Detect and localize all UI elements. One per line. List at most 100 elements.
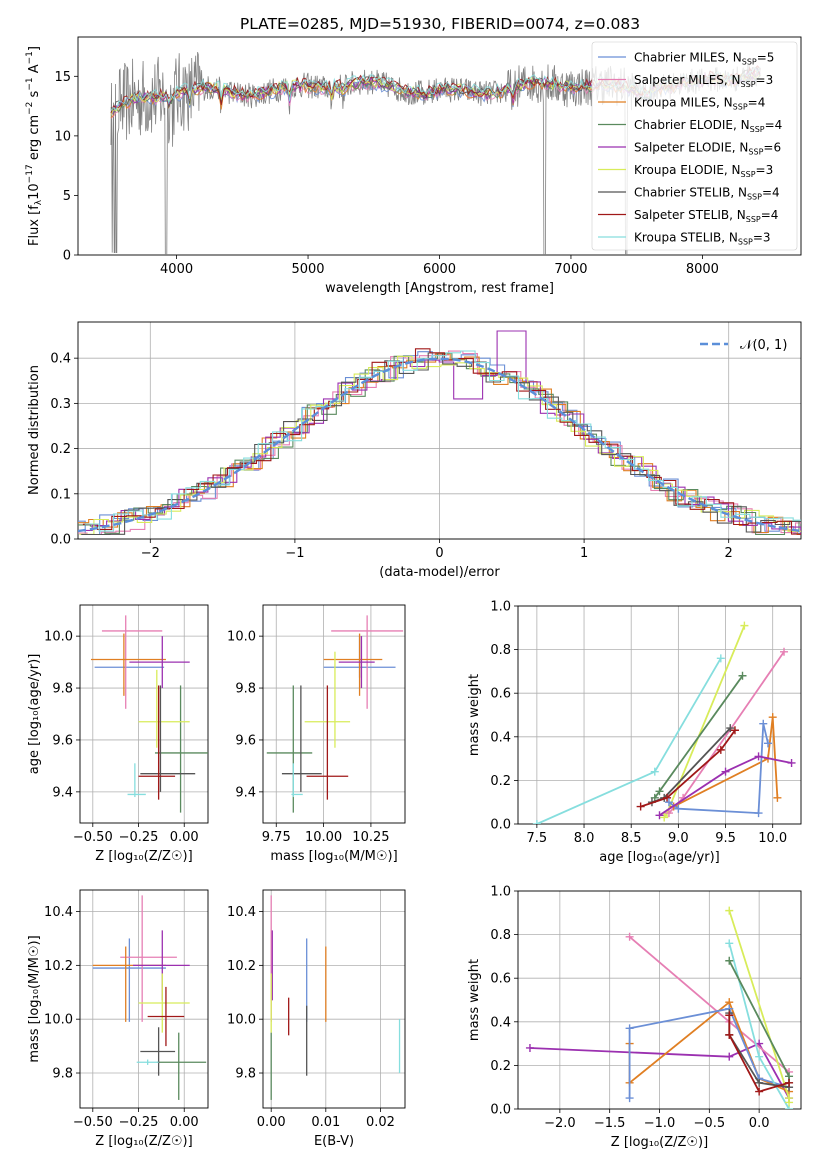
mass_vs_ebv-x-axis-label: E(B-V) [314,1134,354,1149]
weight_vs_age-x-tick-label: 10.0 [758,831,787,846]
weight-series-line [651,727,731,804]
mass_vs_Z-y-axis-label: mass [log₁₀(M/M☉)] [27,935,42,1062]
residuals-x-tick-label: 1 [580,546,588,561]
age_vs_Z-x-tick-label: 0.00 [170,830,199,845]
residual-histogram-panel: −2 −1 0 1 2 0.0 0.1 0.2 0.3 0.4 (data-model)/error… [27,321,802,580]
weight_vs_age-y-axis-label: mass weight [467,674,482,756]
age_vs_Z-y-axis-label: age [log₁₀(age/yr)] [27,654,42,775]
weight-point-marker [532,820,541,824]
weight_vs_age-y-tick-label: 1.0 [490,600,511,615]
weight-point-marker [738,671,747,680]
residuals-x-tick-label: −1 [285,546,304,561]
age_vs_mass-x-tick-label: 9.75 [262,830,291,845]
residuals-y-tick-label: 0.1 [50,487,71,502]
weight_vs_Z-x-tick-label: −1.5 [594,1116,626,1131]
legend-entry-label: Chabrier ELODIE, NSSP=4 [634,118,782,134]
spectrum-y-tick-label: 15 [54,70,71,85]
weight_vs_age-y-tick-label: 0.8 [490,643,511,658]
weight_vs_age-x-tick-label: 8.5 [621,831,642,846]
weight-point-marker [650,767,659,776]
residuals-y-tick-label: 0.0 [50,533,71,548]
mass_vs_Z-y-tick-label: 10.2 [44,959,73,974]
weight-point-marker [725,1030,734,1039]
spectrum-x-tick-label: 5000 [291,262,324,277]
residual-histogram-step [82,348,801,535]
weight-series-line [640,729,736,808]
weight-point-marker [625,1024,634,1033]
spectrum-y-axis-label: Flux [fλ10−17 erg cm−2 s−1 A−1] [25,46,44,246]
age_vs_Z-y-tick-label: 10.0 [44,630,73,645]
weight-point-marker [725,1011,734,1020]
weight_vs_age-y-tick-label: 0.2 [490,774,511,789]
weight-point-marker [725,939,734,948]
age_vs_mass-x-axis-label: mass [log₁₀(M/M☉)] [270,849,397,864]
mass_vs_Z-x-axis-label: Z [log₁₀(Z/Z☉)] [95,1134,192,1149]
weight-point-marker [625,932,634,941]
residuals-y-axis-label: Normed distribution [27,365,42,495]
weight-point-marker [780,647,789,656]
weight-point-marker [768,713,777,722]
weight-point-marker [763,739,772,748]
weight-point-marker [730,726,739,735]
legend-entry-label: Salpeter MILES, NSSP=3 [634,73,773,89]
weight_vs_Z-x-tick-label: −1.0 [644,1116,676,1131]
weight-point-marker [740,621,749,630]
weight_vs_Z-y-tick-label: 0.2 [490,1059,511,1074]
weight-point-marker [725,1052,734,1061]
residuals-y-tick-label: 0.2 [50,442,71,457]
mass_vs_Z-y-tick-label: 10.0 [44,1013,73,1028]
weight_vs_Z-x-tick-label: −0.5 [694,1116,726,1131]
plot-area [532,621,796,824]
spectrum-x-tick-label: 4000 [160,262,193,277]
weight-point-marker [663,793,672,802]
legend-entry-label: Chabrier MILES, NSSP=5 [634,51,774,67]
weight-point-marker [773,793,782,802]
weight-series-line [728,1015,790,1093]
weight-point-marker [725,906,734,915]
residuals-x-axis-label: (data-model)/error [379,565,500,580]
age_vs_mass-y-tick-label: 9.6 [235,733,256,748]
residuals-y-tick-label: 0.4 [50,352,71,367]
spectrum-y-tick-label: 5 [63,189,71,204]
age_vs_Z-y-tick-label: 9.6 [52,733,73,748]
weight_vs_age-x-tick-label: 8.0 [574,831,595,846]
weight_vs_age-y-tick-label: 0.4 [490,730,511,745]
weight-point-marker [785,1098,794,1107]
legend-entry-label: Salpeter ELODIE, NSSP=6 [634,141,781,157]
mass_vs_ebv-y-tick-label: 10.4 [227,905,256,920]
plot-area [525,906,794,1109]
mass_vs_ebv-x-tick-label: 0.00 [257,1115,286,1130]
weight-point-marker [721,767,730,776]
weight_vs_Z-y-tick-label: 0.6 [490,972,511,987]
plot-area [270,895,401,1100]
age_vs_mass-y-tick-label: 9.8 [235,682,256,697]
weight-vs-age-panel: 7.5 8.0 8.5 9.0 9.5 10.0 0.0 0.2 0.4 0.6 0.8 1.0 age… [467,600,802,865]
gaussian-legend-label: 𝒩(0, 1) [740,338,787,353]
residual-histogram-step [81,352,801,536]
mass_vs_ebv-y-tick-label: 10.0 [227,1013,256,1028]
legend-entry-label: Kroupa ELODIE, NSSP=3 [634,163,773,179]
residuals-x-tick-label: 0 [435,546,443,561]
spectrum-x-axis-label: wavelength [Angstrom, rest frame] [325,281,554,296]
legend-entry-label: Kroupa STELIB, NSSP=3 [634,231,771,247]
weight-point-marker [660,813,669,822]
weight-point-marker [664,809,673,818]
mass_vs_ebv-y-tick-label: 9.8 [235,1067,256,1082]
weight_vs_Z-x-axis-label: Z [log₁₀(Z/Z☉)] [611,1135,708,1150]
weight_vs_Z-y-tick-label: 0.0 [490,1103,511,1118]
age_vs_Z-frame [79,604,209,824]
plot-area [78,330,801,536]
weight-point-marker [655,811,664,820]
weight-point-marker [759,719,768,728]
age_vs_mass-y-tick-label: 10.0 [227,630,256,645]
age_vs_Z-x-tick-label: −0.50 [73,830,113,845]
weight-point-marker [625,1094,634,1103]
weight-point-marker [674,804,683,813]
weight_vs_age-x-axis-label: age [log₁₀(age/yr)] [599,850,720,865]
weight-point-marker [755,1052,764,1061]
weight-series-line [673,717,779,808]
weight-point-marker [664,798,673,807]
mass_vs_ebv-y-tick-label: 10.2 [227,959,256,974]
age_vs_Z-x-tick-label: −0.25 [119,830,159,845]
legend-entry-label: Salpeter STELIB, NSSP=4 [634,208,778,224]
